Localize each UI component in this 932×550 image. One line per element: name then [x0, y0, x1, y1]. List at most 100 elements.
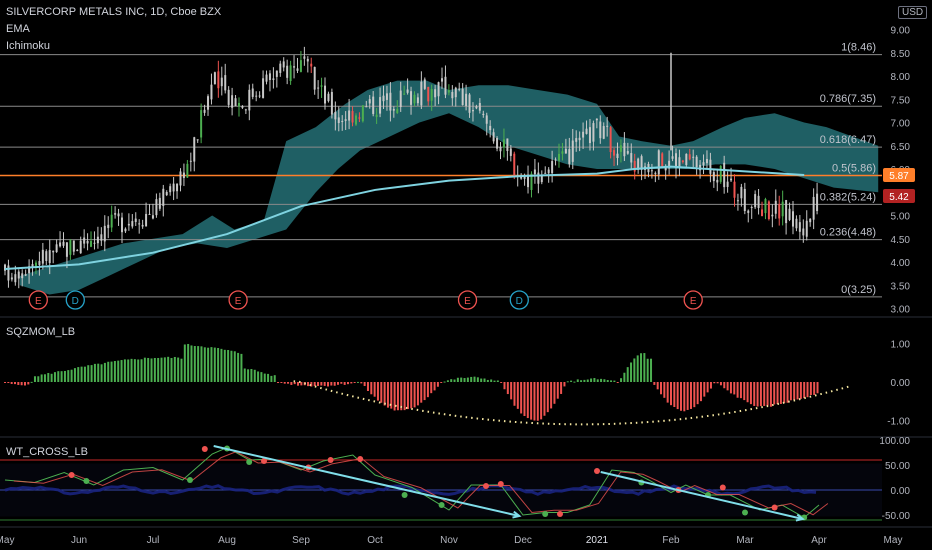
- candle-body: [427, 86, 430, 102]
- candle-body: [96, 236, 99, 244]
- candle-body: [385, 93, 388, 100]
- ema-legend[interactable]: EMA: [6, 23, 30, 35]
- sqzmom-bar: [490, 379, 493, 382]
- candle-body: [41, 249, 44, 264]
- candle-body: [726, 181, 729, 187]
- candle-body: [365, 106, 368, 108]
- earnings-marker: [228, 290, 248, 310]
- candle-body: [664, 165, 667, 171]
- sqzmom-bar: [463, 378, 466, 382]
- candle-body: [747, 210, 750, 213]
- candle-body: [169, 186, 172, 193]
- sqzmom-bar: [360, 382, 363, 384]
- sqzmom-bar: [287, 382, 290, 384]
- sqzmom-bar: [443, 381, 446, 383]
- candle-body: [523, 175, 526, 179]
- candle-body: [361, 105, 364, 122]
- sqzmom-bar: [606, 380, 609, 382]
- sqzmom-bar: [390, 382, 393, 409]
- candle-body: [437, 82, 440, 97]
- sqzmom-bar: [130, 358, 133, 382]
- sqz-tick-label: 1.00: [891, 340, 911, 351]
- sqzmom-bar: [813, 382, 816, 395]
- candle-body: [172, 183, 175, 192]
- sqzmom-bar: [570, 380, 573, 382]
- sqzmom-bar: [493, 380, 496, 382]
- candles: [4, 46, 819, 289]
- candle-body: [595, 118, 598, 121]
- candle-body: [28, 266, 31, 274]
- fib-label: 0.786(7.35): [820, 93, 876, 105]
- sqzmom-bar: [470, 376, 473, 382]
- earnings-marker: [683, 290, 703, 310]
- candle-body: [86, 240, 89, 244]
- sqzmom-bar: [20, 382, 23, 386]
- ichimoku-legend[interactable]: Ichimoku: [6, 40, 51, 52]
- candle-body: [678, 157, 681, 168]
- sqzmom-bar: [327, 382, 330, 387]
- candle-body: [127, 223, 130, 226]
- price-tick-label: 7.00: [891, 119, 911, 130]
- wt-cross-dot: [483, 483, 489, 489]
- candle-body: [420, 81, 423, 106]
- sqzmom-bars: [4, 343, 819, 421]
- sqzmom-bar: [483, 378, 486, 382]
- sqzmom-bar: [726, 382, 729, 391]
- price-tick-label: 4.50: [891, 235, 911, 246]
- sqzmom-bar: [789, 382, 792, 401]
- candle-body: [795, 218, 798, 229]
- sqzmom-bar: [799, 382, 802, 399]
- price-tick-label: 3.00: [891, 305, 911, 316]
- sqzmom-bar: [553, 382, 556, 404]
- candle-body: [65, 242, 68, 257]
- sqzmom-bar: [773, 382, 776, 405]
- sqzmom-bar: [466, 377, 469, 382]
- candle-body: [812, 196, 815, 220]
- sqzmom-bar: [543, 382, 546, 416]
- candle-body: [286, 65, 289, 78]
- candle-body: [341, 121, 344, 123]
- candle-body: [527, 174, 530, 188]
- sqzmom-bar: [759, 382, 762, 407]
- candle-body: [633, 160, 636, 172]
- sqzmom-bar: [273, 375, 276, 382]
- sqzmom-bar: [596, 379, 599, 382]
- sqzmom-bar: [809, 382, 812, 396]
- wt-cross-dot: [742, 509, 748, 516]
- x-tick-label: Aug: [218, 535, 236, 546]
- sqzmom-bar: [600, 378, 603, 382]
- candle-body: [114, 213, 117, 215]
- candle-body: [441, 78, 444, 82]
- price-tick-label: 7.50: [891, 95, 911, 106]
- sqzmom-bar: [433, 382, 436, 391]
- candle-body: [24, 274, 27, 276]
- sqzmom-bar: [330, 382, 333, 386]
- fib-label: 1(8.46): [841, 42, 876, 54]
- candle-body: [602, 126, 605, 139]
- sqzmom-bar: [736, 382, 739, 398]
- candle-body: [320, 85, 323, 87]
- sqzmom-bar: [270, 375, 273, 382]
- wt-cross-legend[interactable]: WT_CROSS_LB: [6, 446, 88, 458]
- candle-body: [72, 240, 75, 252]
- sqzmom-bar: [323, 382, 326, 386]
- candle-body: [107, 224, 110, 229]
- sqzmom-bar: [656, 382, 659, 390]
- dividend-marker-label: D: [516, 296, 523, 307]
- sqzmom-bar: [719, 382, 722, 386]
- candle-body: [217, 71, 220, 89]
- wt-cross-dot: [357, 456, 364, 462]
- wt-cross-dot: [327, 457, 334, 463]
- candle-body: [4, 264, 6, 271]
- candle-body: [330, 92, 333, 115]
- candle-body: [547, 169, 550, 174]
- sqzmom-legend[interactable]: SQZMOM_LB: [6, 326, 76, 338]
- candle-body: [131, 221, 134, 227]
- candle-body: [255, 95, 258, 97]
- candle-body: [609, 127, 612, 153]
- sqzmom-bar: [370, 382, 373, 395]
- candle-body: [489, 125, 492, 131]
- wt-cross-dot: [201, 446, 208, 452]
- candle-body: [650, 170, 653, 172]
- currency-label[interactable]: USD: [898, 6, 928, 19]
